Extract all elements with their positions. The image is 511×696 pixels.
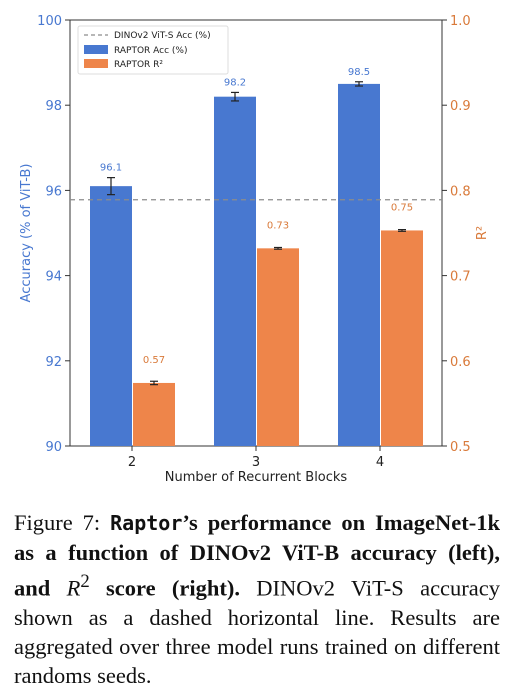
legend-box [77,25,229,75]
accuracy-value-label: 98.2 [224,77,246,88]
caption-r2-sup: 2 [80,571,90,592]
accuracy-bar [90,186,132,446]
r2-bar [257,248,299,446]
r2-value-label: 0.75 [391,202,413,213]
legend-swatch-r2 [84,59,108,68]
x-tick-label: 3 [252,455,260,470]
caption-r2-symbol: R [66,575,81,601]
right-tick-label: 0.6 [450,355,471,370]
caption-raptor-name: Raptor [110,511,183,535]
left-axis-label: Accuracy (% of ViT-B) [19,164,34,303]
legend-swatch-accuracy [84,45,108,54]
right-tick-label: 1.0 [450,14,471,29]
right-tick-label: 0.9 [450,99,471,114]
right-tick-label: 0.7 [450,270,471,285]
accuracy-bar [214,96,256,447]
caption-prefix: Figure 7: [14,510,101,535]
legend-label-reference: DINOv2 ViT-S Acc (%) [114,31,211,41]
left-tick-label: 92 [45,355,62,370]
x-tick-label: 4 [376,455,384,470]
right-tick-label: 0.8 [450,184,471,199]
r2-value-label: 0.73 [267,220,289,231]
x-tick-label: 2 [128,455,136,470]
accuracy-bar [338,83,380,447]
figure-caption: Figure 7: Raptor’s performance on ImageN… [14,508,500,690]
caption-bold-text: ’s performance on ImageNet-1k as a funct… [14,510,501,601]
left-tick-label: 96 [45,184,62,199]
caption-body: DINOv2 ViT-S accuracy shown as a dashed … [14,575,501,688]
left-tick-label: 94 [45,270,62,285]
left-tick-label: 90 [45,440,62,455]
accuracy-value-label: 98.5 [348,67,370,78]
r2-bar [133,382,175,446]
caption-bold-end: score (right). [89,575,240,601]
r2-value-label: 0.57 [143,355,165,366]
left-tick-label: 100 [37,14,62,29]
x-axis-label: Number of Recurrent Blocks [165,470,348,485]
legend-label-accuracy: RAPTOR Acc (%) [114,46,188,56]
left-tick-label: 98 [45,99,62,114]
r2-bar [381,230,423,446]
chart: 90 92 94 96 98 100 0.5 0.6 0.7 0.8 0.9 1.0 Accuracy … [19,14,490,485]
right-axis-label: R² [475,226,490,240]
legend-label-r2: RAPTOR R² [114,60,163,70]
right-tick-label: 0.5 [450,440,471,455]
accuracy-value-label: 96.1 [100,163,122,174]
